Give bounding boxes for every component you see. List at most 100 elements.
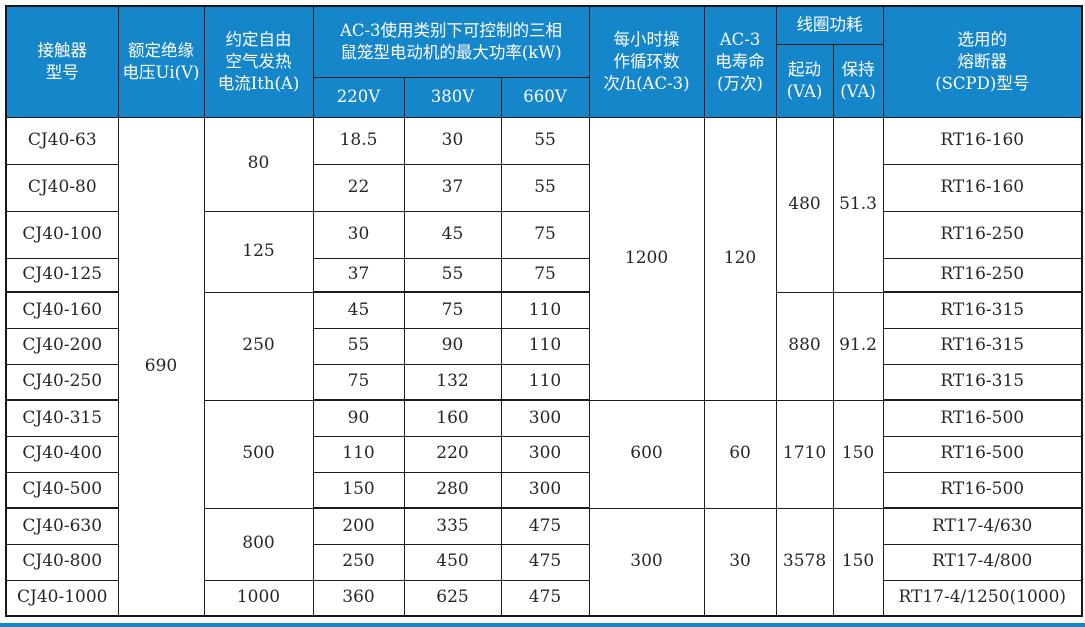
cycles-cell: 300 — [588, 507, 705, 617]
table-row: CJ40-125 37 55 75 RT16-250 — [5, 257, 1083, 293]
model-cell: CJ40-800 — [5, 543, 119, 581]
table-row: CJ40-500 150 280 300 RT16-500 — [5, 471, 1083, 509]
model-cell: CJ40-500 — [5, 471, 119, 509]
spec-table: 接触器 型号 额定绝缘 电压Ui(V) 约定自由 空气发热 电流Ith(A) A… — [5, 5, 1084, 617]
header-electrical-life: AC-3 电寿命 (万次) — [703, 5, 777, 118]
power-220-cell: 250 — [312, 543, 405, 581]
model-cell: CJ40-200 — [5, 327, 119, 365]
power-660-cell: 110 — [500, 363, 590, 401]
header-row-1: 接触器 型号 额定绝缘 电压Ui(V) 约定自由 空气发热 电流Ith(A) A… — [5, 5, 1083, 118]
power-660-cell: 300 — [500, 399, 590, 437]
fuse-cell: RT16-315 — [882, 327, 1083, 365]
power-660-cell: 110 — [500, 291, 590, 329]
header-fuse: 选用的 熔断器 (SCPD)型号 — [882, 5, 1083, 118]
fuse-cell: RT16-160 — [882, 163, 1083, 212]
table-row: CJ40-80 22 37 55 RT16-160 — [5, 163, 1083, 212]
power-380-cell: 37 — [403, 163, 502, 212]
power-220-cell: 30 — [312, 210, 405, 259]
header-row-3: 220V 380V 660V — [6, 76, 1082, 118]
power-220-cell: 75 — [312, 363, 405, 401]
header-380v: 380V — [403, 76, 502, 118]
power-380-cell: 45 — [403, 210, 502, 259]
power-220-cell: 90 — [312, 399, 405, 437]
power-660-cell: 75 — [500, 257, 590, 293]
table-row: CJ40-200 55 90 110 RT16-315 — [5, 327, 1083, 365]
fuse-cell: RT16-500 — [882, 471, 1083, 509]
power-220-cell: 22 — [312, 163, 405, 212]
power-380-cell: 280 — [403, 471, 502, 509]
model-cell: CJ40-400 — [5, 435, 119, 473]
fuse-cell: RT16-160 — [882, 116, 1083, 165]
coil-start-cell: 880 — [775, 291, 834, 401]
header-row-2: 起动 (VA) 保持 (VA) — [6, 43, 1082, 118]
fuse-cell: RT16-315 — [882, 291, 1083, 329]
cycles-cell: 600 — [588, 399, 705, 509]
model-cell: CJ40-250 — [5, 363, 119, 401]
coil-hold-cell: 91.2 — [832, 291, 884, 401]
model-cell: CJ40-100 — [5, 210, 119, 259]
fuse-cell: RT16-250 — [882, 210, 1083, 259]
ith-cell: 500 — [203, 399, 314, 509]
power-220-cell: 37 — [312, 257, 405, 293]
header-max-power: AC-3使用类别下可控制的三相 鼠笼型电动机的最大功率(kW) — [312, 5, 590, 78]
power-660-cell: 475 — [500, 507, 590, 545]
power-660-cell: 475 — [500, 543, 590, 581]
header-coil-hold: 保持 (VA) — [832, 43, 884, 118]
coil-start-cell: 1710 — [775, 399, 834, 509]
power-220-cell: 55 — [312, 327, 405, 365]
fuse-cell: RT16-315 — [882, 363, 1083, 401]
table-row: CJ40-630 800 200 335 475 300 30 3578 150… — [5, 507, 1083, 617]
model-cell: CJ40-63 — [5, 116, 119, 165]
power-220-cell: 18.5 — [312, 116, 405, 165]
power-660-cell: 75 — [500, 210, 590, 259]
model-cell: CJ40-125 — [5, 257, 119, 293]
power-220-cell: 150 — [312, 471, 405, 509]
ith-cell: 800 — [203, 507, 314, 581]
power-660-cell: 55 — [500, 163, 590, 212]
power-380-cell: 132 — [403, 363, 502, 401]
fuse-cell: RT16-250 — [882, 257, 1083, 293]
power-380-cell: 30 — [403, 116, 502, 165]
coil-start-cell: 480 — [775, 116, 834, 293]
bottom-accent-bar — [0, 623, 1085, 627]
power-660-cell: 475 — [500, 579, 590, 617]
fuse-cell: RT16-500 — [882, 435, 1083, 473]
power-660-cell: 55 — [500, 116, 590, 165]
model-cell: CJ40-80 — [5, 163, 119, 212]
table-row: CJ40-160 250 45 75 110 880 91.2 RT16-315 — [5, 291, 1083, 401]
power-380-cell: 220 — [403, 435, 502, 473]
header-220v: 220V — [312, 76, 405, 118]
power-380-cell: 55 — [403, 257, 502, 293]
ith-cell: 250 — [203, 291, 314, 401]
coil-start-cell: 3578 — [775, 507, 834, 617]
power-380-cell: 75 — [403, 291, 502, 329]
life-cell: 60 — [703, 399, 777, 509]
coil-hold-cell: 150 — [832, 507, 884, 617]
power-380-cell: 625 — [403, 579, 502, 617]
power-220-cell: 360 — [312, 579, 405, 617]
table-row: CJ40-250 75 132 110 RT16-315 — [5, 363, 1083, 401]
ith-cell: 80 — [203, 116, 314, 212]
ith-cell: 125 — [203, 210, 314, 293]
power-380-cell: 335 — [403, 507, 502, 545]
power-660-cell: 110 — [500, 327, 590, 365]
fuse-cell: RT17-4/1250(1000) — [882, 579, 1083, 617]
header-insulation-voltage: 额定绝缘 电压Ui(V) — [117, 5, 205, 118]
model-cell: CJ40-630 — [5, 507, 119, 545]
coil-hold-cell: 51.3 — [832, 116, 884, 293]
ith-cell: 1000 — [203, 579, 314, 617]
power-380-cell: 160 — [403, 399, 502, 437]
model-cell: CJ40-1000 — [5, 579, 119, 617]
power-380-cell: 450 — [403, 543, 502, 581]
header-cycles: 每小时操 作循环数 次/h(AC-3) — [588, 5, 705, 118]
coil-hold-cell: 150 — [832, 399, 884, 509]
model-cell: CJ40-160 — [5, 291, 119, 329]
life-cell: 30 — [703, 507, 777, 617]
fuse-cell: RT16-500 — [882, 399, 1083, 437]
power-220-cell: 200 — [312, 507, 405, 545]
insulation-voltage-cell: 690 — [117, 116, 205, 617]
header-ith: 约定自由 空气发热 电流Ith(A) — [203, 5, 314, 118]
power-220-cell: 110 — [312, 435, 405, 473]
model-cell: CJ40-315 — [5, 399, 119, 437]
